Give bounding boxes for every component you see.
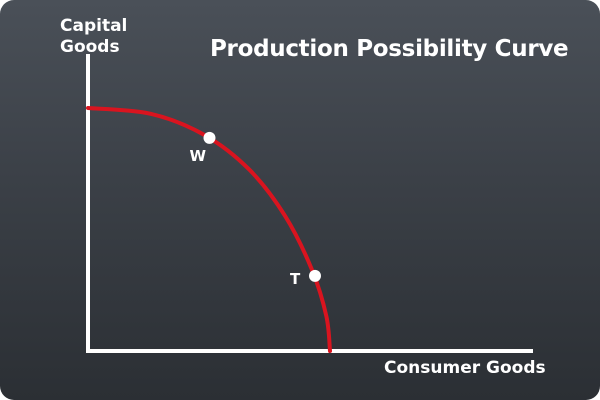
point-label-t: T	[290, 270, 301, 288]
point-t	[309, 270, 321, 282]
point-w	[203, 132, 215, 144]
points-layer: WT	[189, 132, 321, 288]
ppc-curve	[88, 108, 330, 351]
point-label-w: W	[189, 147, 206, 165]
